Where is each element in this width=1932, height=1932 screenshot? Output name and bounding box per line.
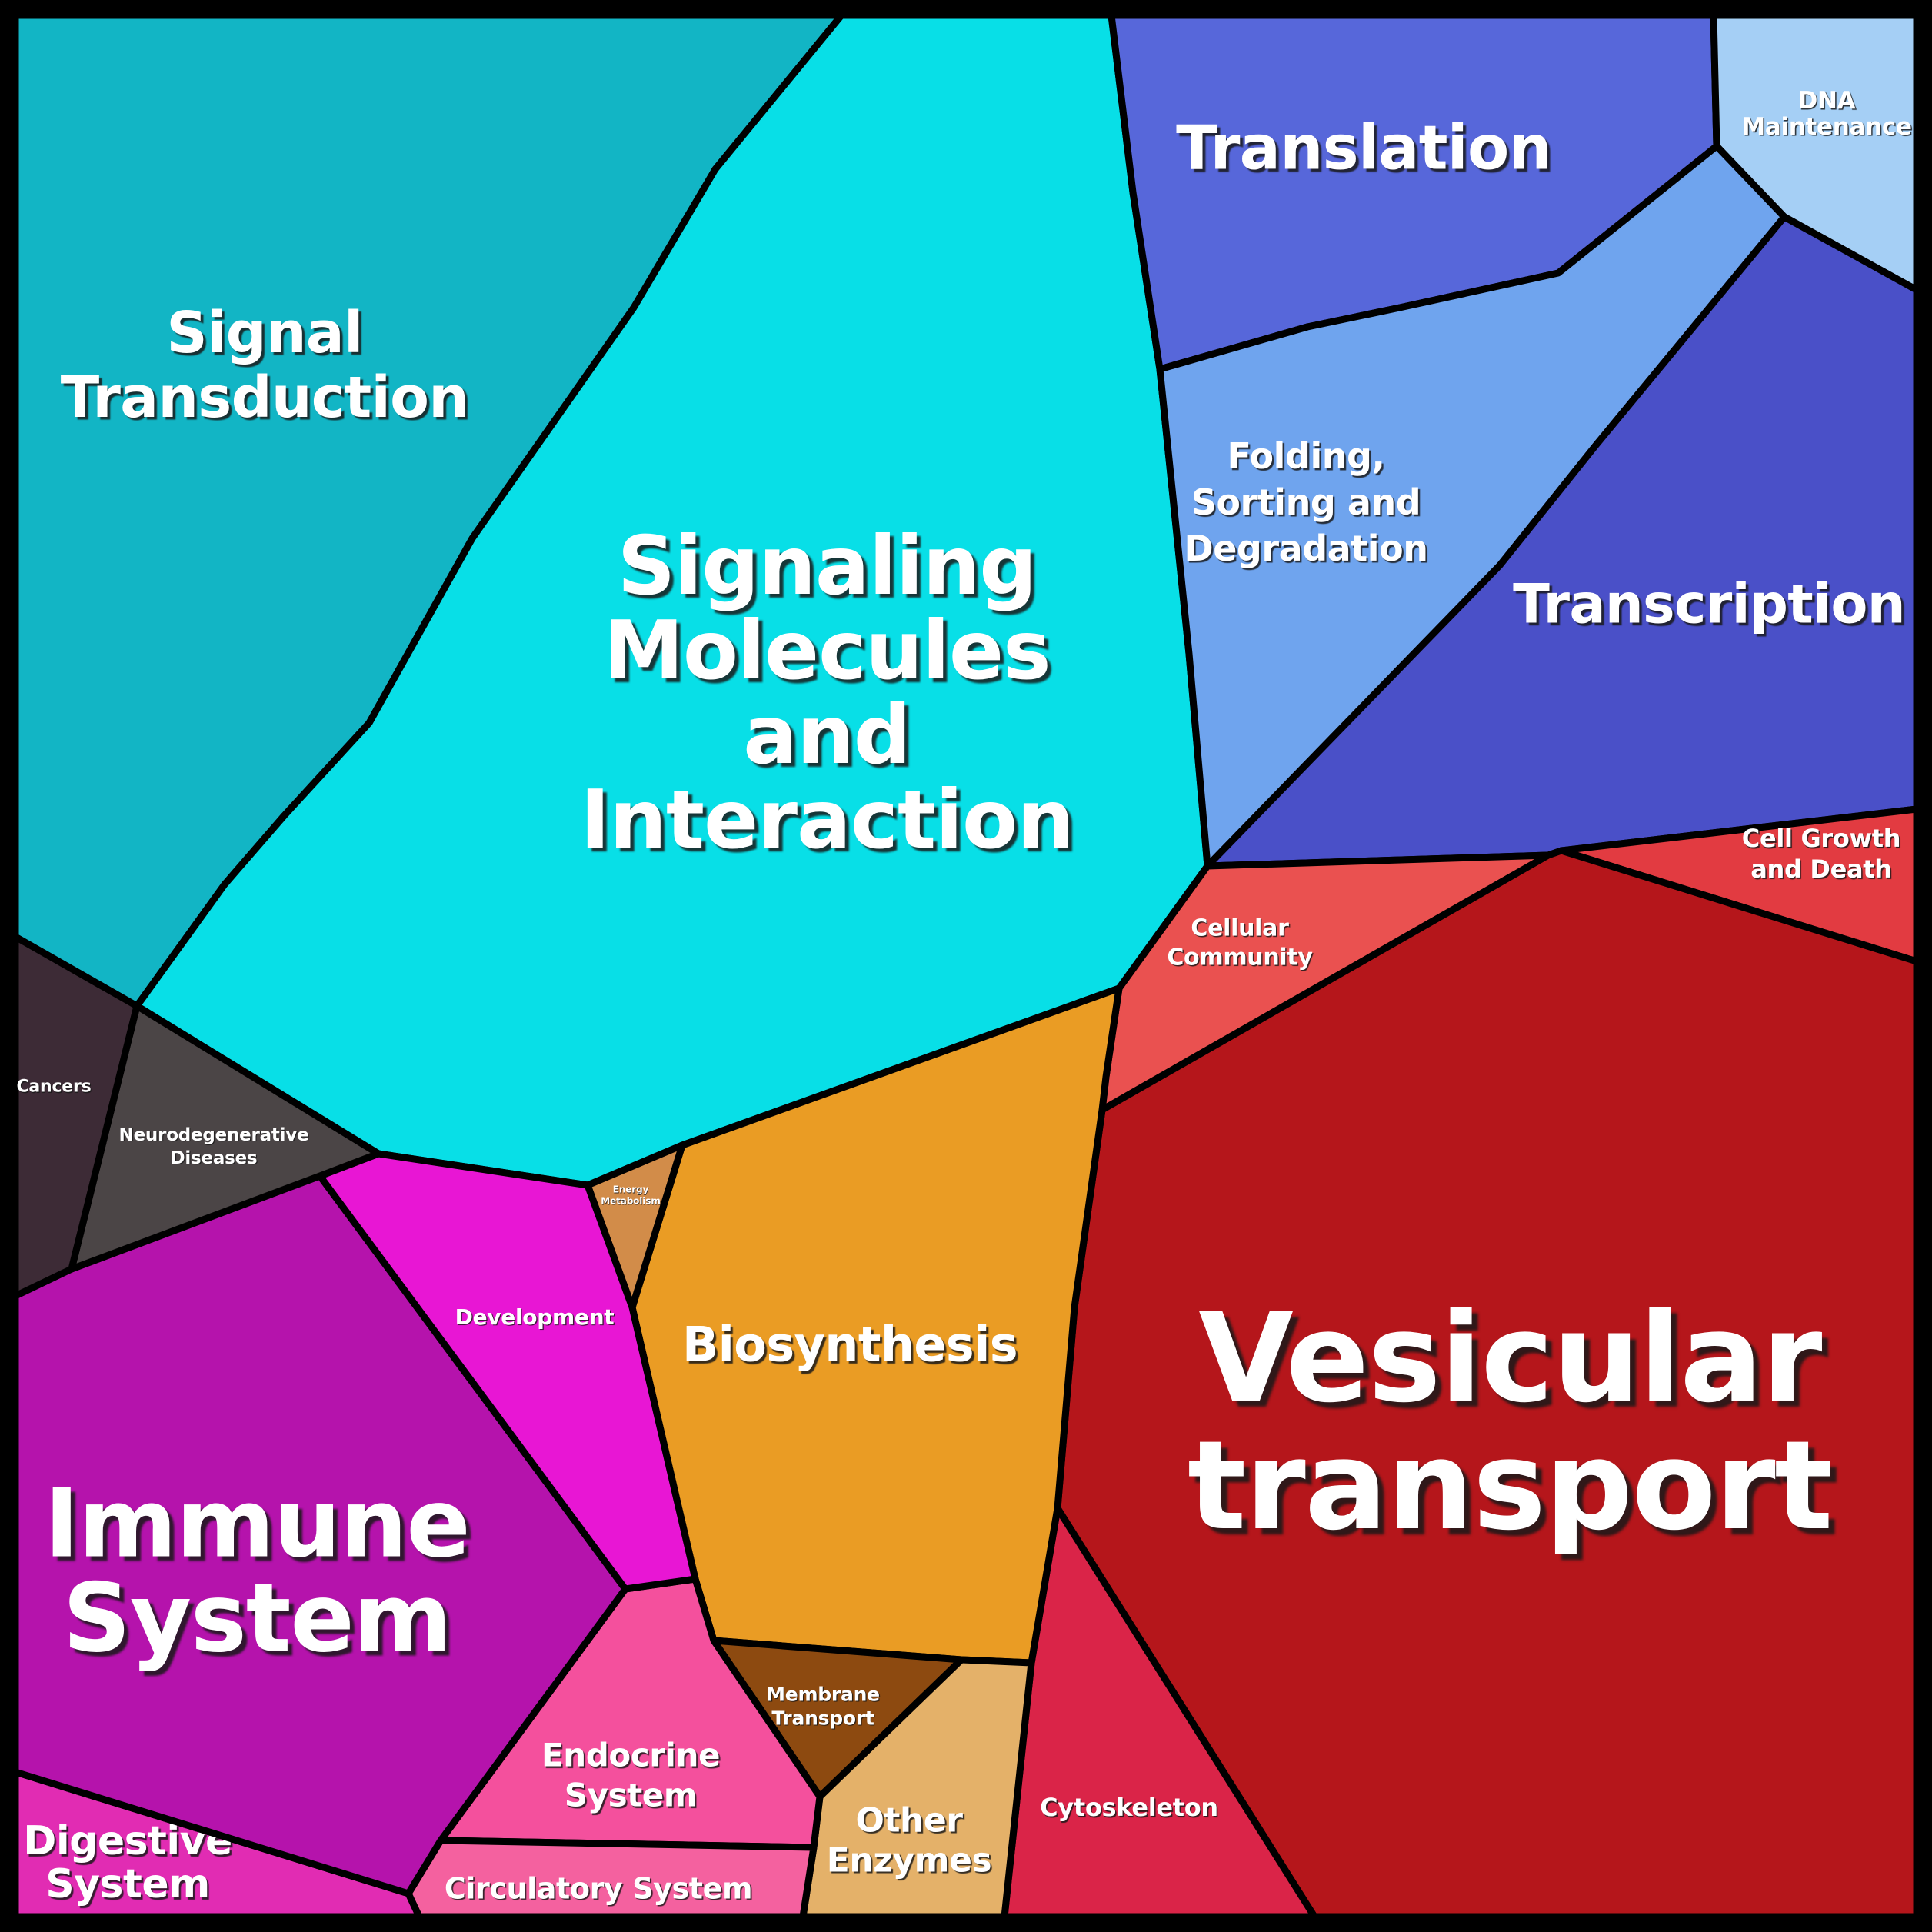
region-development-label: Development bbox=[455, 1304, 615, 1330]
region-signal-transduction-label: Signal Transduction bbox=[61, 300, 468, 431]
region-immune-system: Immune System bbox=[12, 1172, 629, 1897]
region-transcription-label: Transcription bbox=[1513, 573, 1905, 636]
region-development-shape bbox=[316, 1150, 699, 1593]
region-other-enzymes: Other Enzymes bbox=[799, 1656, 1035, 1920]
region-membrane-transport-label: Membrane Transport bbox=[766, 1683, 880, 1729]
region-cancers-shape bbox=[12, 933, 141, 1300]
region-circulatory-system: Circulatory System bbox=[405, 1837, 818, 1920]
region-cell-growth-and-death-label: Cell Growth and Death bbox=[1742, 824, 1900, 884]
region-circulatory-system-label: Circulatory System bbox=[445, 1871, 752, 1905]
region-cancers-label: Cancers bbox=[16, 1078, 91, 1097]
region-endocrine-system-label: Endocrine System bbox=[541, 1737, 720, 1814]
region-development: Development bbox=[316, 1150, 699, 1593]
region-vesicular-transport-label: Vesicular transport bbox=[1188, 1286, 1832, 1557]
region-neurodegenerative-diseases-label: Neurodegenerative Diseases bbox=[119, 1125, 309, 1168]
region-dna-maintenance: DNA Maintenance bbox=[1710, 12, 1920, 294]
region-cytoskeleton-label: Cytoskeleton bbox=[1040, 1793, 1218, 1822]
region-immune-system-label: Immune System bbox=[44, 1470, 469, 1674]
region-folding-sorting-and-degradation-label: Folding, Sorting and Degradation bbox=[1184, 435, 1427, 569]
region-signaling-molecules-and-interaction-label: Signaling Molecules and Interaction bbox=[580, 519, 1074, 867]
region-dna-maintenance-label: DNA Maintenance bbox=[1741, 87, 1911, 141]
region-energy-metabolism-label: Energy Metabolism bbox=[601, 1184, 660, 1207]
region-translation-label: Translation bbox=[1176, 113, 1551, 184]
region-other-enzymes-label: Other Enzymes bbox=[827, 1800, 991, 1880]
region-transcription: Transcription bbox=[1204, 213, 1920, 870]
region-translation: Translation bbox=[1108, 12, 1720, 373]
region-signaling-molecules-and-interaction: Signaling Molecules and Interaction bbox=[133, 12, 1211, 1189]
region-vesicular-transport: Vesicular transport bbox=[1054, 847, 1920, 1920]
region-cancers: Cancers bbox=[12, 933, 141, 1300]
region-cellular-community-label: Cellular Community bbox=[1167, 915, 1313, 971]
region-biosynthesis-label: Biosynthesis bbox=[682, 1317, 1018, 1373]
